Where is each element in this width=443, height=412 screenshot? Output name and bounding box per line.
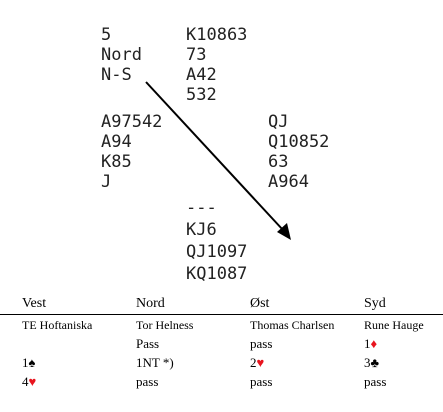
board-number: 5 [101,25,112,45]
east-diamonds: 63 [268,152,289,172]
header-east: Øst [250,296,270,311]
bid-cell: pass [136,374,159,389]
north-diamonds: A42 [186,65,217,85]
spade-suit-icon: ♠ [28,355,36,370]
west-clubs: J [101,172,112,192]
west-hearts: A94 [101,132,132,152]
bid-cell: 2♥ [250,355,265,370]
bid-cell: 1♠ [22,355,36,370]
north-spades: K10863 [186,25,248,45]
north-clubs: 532 [186,85,217,105]
dealer-label: Nord [101,45,142,65]
header-west: Vest [22,296,47,311]
bid-cell: 4♥ [22,374,37,389]
bid-cell: pass [364,374,387,389]
bid-cell: Pass [136,336,160,351]
player-east: Thomas Charlsen [250,318,335,332]
bid-cell: 1NT *) [136,355,174,370]
header-south: Syd [364,296,386,311]
vulnerability-label: N-S [101,65,132,85]
south-diamonds: QJ1097 [186,242,248,262]
header-north: Nord [136,296,165,311]
bid-cell: 1♦ [364,336,378,351]
east-hearts: Q10852 [268,132,330,152]
south-spades: --- [186,198,217,218]
club-suit-icon: ♣ [370,355,380,370]
west-spades: A97542 [101,112,163,132]
east-spades: QJ [268,112,289,132]
player-west: TE Hoftaniska [22,318,93,332]
south-clubs: KQ1087 [186,264,248,284]
player-north: Tor Helness [136,318,194,332]
north-hearts: 73 [186,45,207,65]
south-hearts: KJ6 [186,220,217,240]
east-clubs: A964 [268,172,309,192]
heart-suit-icon: ♥ [28,374,37,389]
bid-cell: pass [250,336,273,351]
bid-cell: 3♣ [364,355,380,370]
player-south: Rune Hauge [364,318,424,332]
west-diamonds: K85 [101,152,132,172]
bid-cell: pass [250,374,273,389]
header-divider [0,314,443,315]
heart-suit-icon: ♥ [256,355,265,370]
diamond-suit-icon: ♦ [370,336,378,351]
